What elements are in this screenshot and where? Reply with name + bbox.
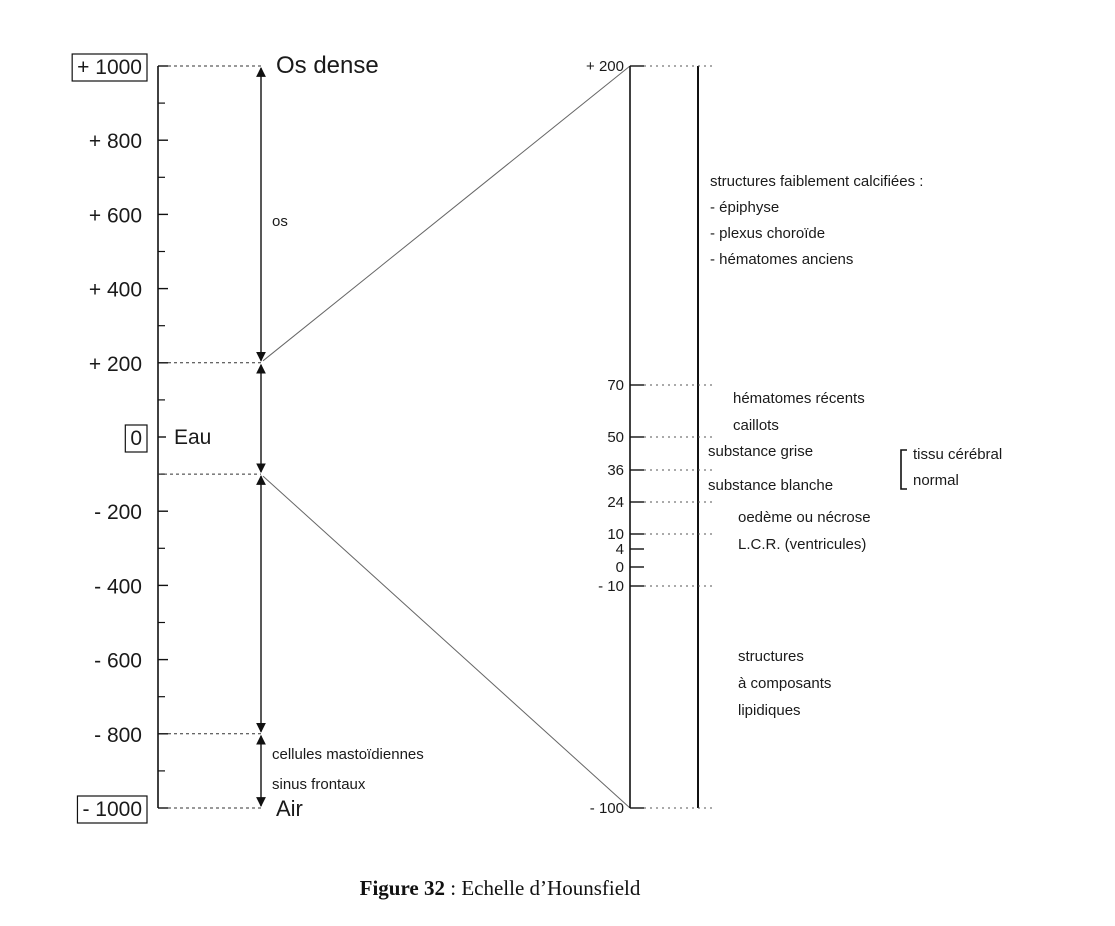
left-tick-label: + 200 (89, 353, 142, 376)
left-tick-label: + 600 (89, 204, 142, 227)
right-tick-label: 0 (616, 559, 624, 576)
figure-number: Figure 32 (359, 876, 445, 900)
lcr-label: L.C.R. (ventricules) (738, 536, 866, 553)
left-tick-label: - 800 (94, 724, 142, 747)
os-dense-label: Os dense (276, 52, 379, 79)
right-tick-label: - 10 (598, 578, 624, 595)
cellules-label: cellules mastoïdiennes (272, 746, 424, 763)
figure-title: : Echelle d’Hounsfield (445, 876, 641, 900)
sinus-label: sinus frontaux (272, 776, 366, 793)
left-tick-box (76, 795, 148, 824)
left-ticks: + 1000 + 800 + 600 + 400 + 200 0 - 200 - 400 - 6… (71, 53, 261, 824)
substance-grise-label: substance grise (708, 443, 813, 460)
lipidiques-line-1: structures (738, 648, 804, 665)
right-tick-label: - 100 (590, 800, 624, 817)
hounsfield-diagram: + 1000 + 800 + 600 + 400 + 200 0 - 200 - 400 - 6… (71, 52, 1002, 824)
figure-caption: Figure 32 : Echelle d’Hounsfield (0, 876, 1000, 901)
left-tick-label: - 1000 (82, 798, 142, 821)
left-tick-box (71, 53, 148, 82)
left-tick-label: - 200 (94, 501, 142, 524)
lipidiques-line-2: à composants (738, 675, 831, 692)
right-tick-label: 24 (607, 494, 624, 511)
left-tick-label: + 400 (89, 279, 142, 302)
right-tick-label: + 200 (586, 58, 624, 75)
lipidiques-line-3: lipidiques (738, 702, 801, 719)
zoom-line-bottom (262, 475, 631, 809)
oedeme-label: oedème ou nécrose (738, 509, 871, 526)
left-tick-label: 0 (130, 427, 142, 450)
right-tick-label: 70 (607, 377, 624, 394)
calcified-item-hematomes: - hématomes anciens (710, 251, 853, 268)
zoom-lines (262, 65, 631, 809)
os-label: os (272, 213, 288, 230)
normal-label: normal (913, 472, 959, 489)
tissu-bracket (900, 449, 907, 490)
right-tick-label: 36 (607, 462, 624, 479)
left-tick-label: + 800 (89, 130, 142, 153)
caillots-label: caillots (733, 417, 779, 434)
right-tick-label: 10 (607, 526, 624, 543)
left-tick-label: - 400 (94, 575, 142, 598)
left-scale: + 1000 + 800 + 600 + 400 + 200 0 - 200 - 400 - 6… (71, 53, 261, 824)
left-tick-box (124, 424, 148, 453)
calcified-title: structures faiblement calcifiées : (710, 173, 923, 190)
eau-label: Eau (174, 426, 211, 449)
left-tick-label: + 1000 (77, 56, 142, 79)
calcified-item-plexus: - plexus choroïde (710, 225, 825, 242)
tissu-cerebral-label: tissu cérébral (913, 446, 1002, 463)
substance-blanche-label: substance blanche (708, 477, 833, 494)
zoom-line-top (262, 65, 631, 362)
calcified-item-epiphyse: - épiphyse (710, 199, 779, 216)
left-tick-label: - 600 (94, 650, 142, 673)
right-tick-label: 4 (616, 541, 624, 558)
right-tick-label: 50 (607, 429, 624, 446)
air-label: Air (276, 796, 303, 821)
hematomes-recents-label: hématomes récents (733, 390, 865, 407)
